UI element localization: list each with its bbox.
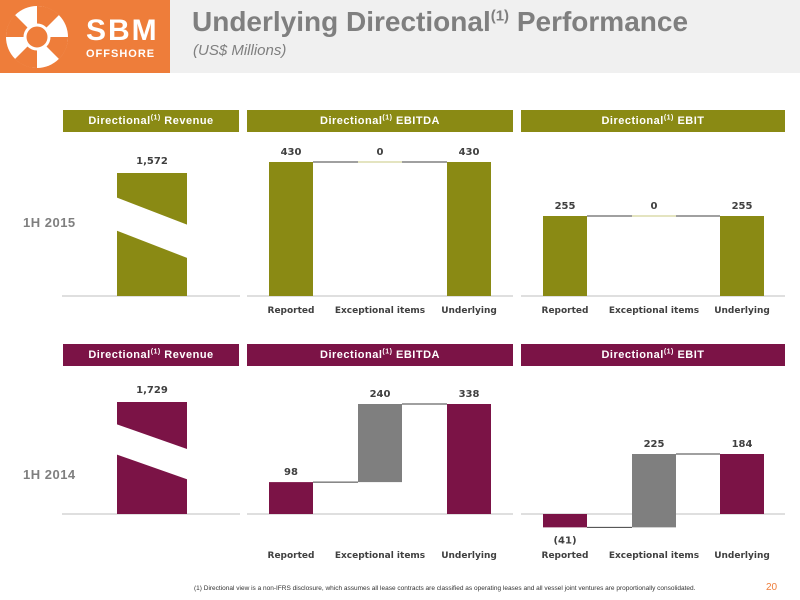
logo-name: SBM [86,14,159,47]
ebitda-2014-bar-2 [447,404,491,514]
ebitda-2015-bar-0 [269,162,313,296]
row-label-2014: 1H 2014 [23,467,76,482]
ebitda-2015-value-label-0: 430 [281,147,302,158]
ebitda-2015-value-label-2: 430 [459,147,480,158]
ebit-2015-category-label-2: Underlying [714,306,770,316]
company-logo: SBM OFFSHORE [0,0,170,73]
ebit-2014-value-label-2: 184 [732,439,753,450]
page-subtitle: (US$ Millions) [193,42,287,59]
lifebuoy-logo-icon [5,5,69,69]
ebit-2014-category-label-2: Underlying [714,551,770,561]
ebit-2014-bar-0 [543,514,587,528]
header-ebitda-2014: Directional(1) EBITDA [247,344,513,366]
ebitda-2014-value-label-0: 98 [284,467,298,478]
revenue-axis-break-2014 [117,424,187,480]
ebit-2014-bar-2 [720,454,764,514]
ebitda-2014-value-label-1: 240 [370,389,391,400]
footnote: (1) Directional view is a non-IFRS discl… [194,585,696,592]
header-ebit-2014: Directional(1) EBIT [521,344,785,366]
ebit-2015-value-label-0: 255 [555,201,576,212]
header-revenue-2014: Directional(1) Revenue [63,344,239,366]
page-number: 20 [766,582,778,593]
ebit-2014-bar-1 [632,454,676,528]
ebit-2014-category-label-1: Exceptional items [609,551,699,561]
row-label-2015: 1H 2015 [23,215,76,230]
logo-subname: OFFSHORE [86,48,156,60]
ebitda-2014-bar-1 [358,404,402,483]
ebit-2015-category-label-0: Reported [542,306,589,316]
ebit-2015-value-label-2: 255 [732,201,753,212]
revenue-axis-break-2015 [117,197,187,258]
ebit-2015-value-label-1: 0 [651,201,658,212]
header-ebit-2015: Directional(1) EBIT [521,110,785,132]
ebitda-2014-value-label-2: 338 [459,389,480,400]
ebitda-2014-category-label-0: Reported [268,551,315,561]
ebit-2014-category-label-0: Reported [542,551,589,561]
ebitda-2014-category-label-1: Exceptional items [335,551,425,561]
ebitda-2015-category-label-2: Underlying [441,306,497,316]
ebit-2015-bar-0 [543,216,587,296]
ebitda-2015-category-label-0: Reported [268,306,315,316]
ebit-2014-value-label-1: 225 [644,439,665,450]
ebitda-2015-value-label-1: 0 [377,147,384,158]
ebit-2015-category-label-1: Exceptional items [609,306,699,316]
ebit-2014-value-label-0: (41) [553,535,576,546]
ebitda-2015-category-label-1: Exceptional items [335,306,425,316]
ebitda-2015-bar-2 [447,162,491,296]
ebitda-2014-bar-0 [269,482,313,514]
page-title: Underlying Directional(1) Performance [192,6,689,37]
revenue-value-label-2014: 1,729 [136,385,168,396]
revenue-value-label-2015: 1,572 [136,156,168,167]
header-ebitda-2015: Directional(1) EBITDA [247,110,513,132]
header-revenue-2015: Directional(1) Revenue [63,110,239,132]
ebit-2015-bar-2 [720,216,764,296]
ebitda-2014-category-label-2: Underlying [441,551,497,561]
